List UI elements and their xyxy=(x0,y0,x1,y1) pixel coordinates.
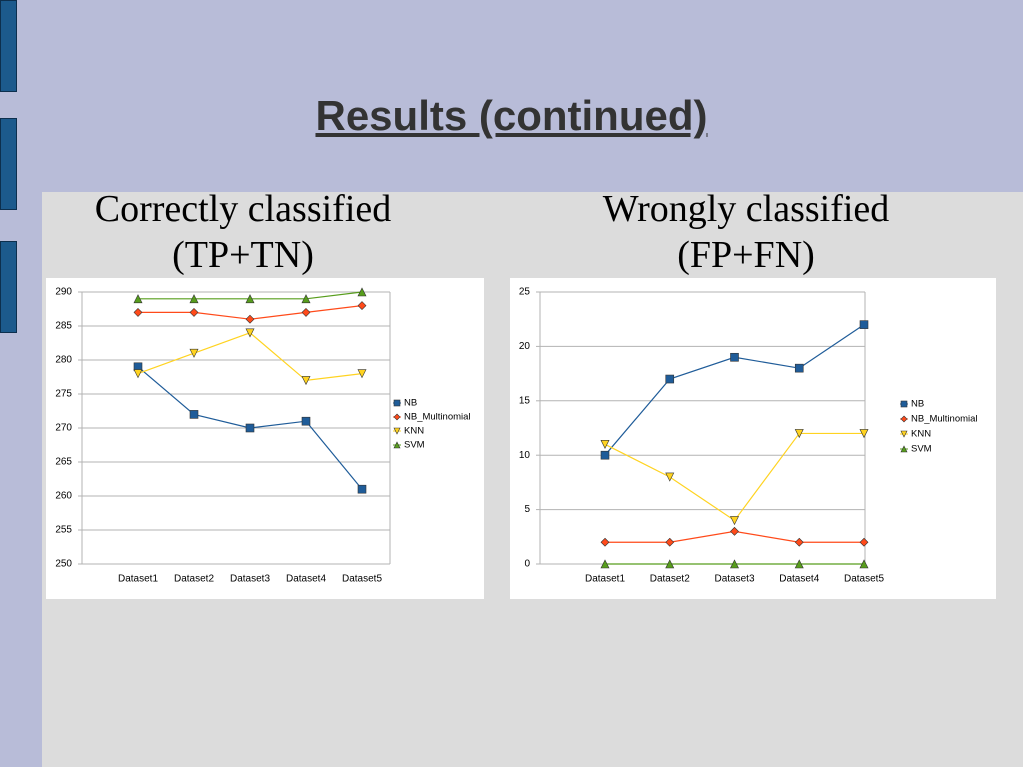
marker xyxy=(794,559,804,569)
marker xyxy=(600,559,610,569)
marker xyxy=(794,363,804,373)
marker xyxy=(859,537,869,547)
y-tick-label: 285 xyxy=(55,321,72,332)
marker xyxy=(900,400,908,408)
marker xyxy=(730,559,739,569)
legend-label: KNN xyxy=(911,429,931,440)
y-tick-label: 290 xyxy=(55,287,72,298)
marker xyxy=(245,328,255,338)
y-tick-label: 25 xyxy=(519,287,531,298)
marker xyxy=(301,416,311,426)
y-tick-label: 260 xyxy=(55,491,72,502)
marker xyxy=(189,307,199,317)
marker xyxy=(900,445,908,453)
y-tick-label: 275 xyxy=(55,389,72,400)
marker xyxy=(357,369,367,379)
marker xyxy=(665,472,675,482)
marker xyxy=(859,429,869,439)
y-tick-label: 15 xyxy=(519,395,531,406)
marker xyxy=(245,314,255,324)
x-tick-label: Dataset1 xyxy=(118,574,158,585)
marker xyxy=(600,440,610,449)
marker xyxy=(393,441,401,449)
legend-label: KNN xyxy=(404,426,424,437)
marker xyxy=(301,294,311,304)
marker xyxy=(357,301,367,311)
chart-panel xyxy=(46,278,484,599)
y-tick-label: 10 xyxy=(519,450,531,461)
marker xyxy=(730,526,739,536)
marker xyxy=(859,320,869,329)
side-tab xyxy=(0,0,17,92)
marker xyxy=(301,307,311,317)
marker xyxy=(301,376,311,386)
marker xyxy=(859,559,869,569)
x-tick-label: Dataset2 xyxy=(650,574,690,585)
legend-label: NB_Multinomial xyxy=(911,414,978,425)
marker xyxy=(357,484,367,494)
marker xyxy=(730,352,739,362)
marker xyxy=(245,294,255,304)
marker xyxy=(900,430,908,438)
legend-label: NB xyxy=(404,398,417,409)
y-tick-label: 280 xyxy=(55,355,72,366)
y-tick-label: 270 xyxy=(55,423,72,434)
y-tick-label: 250 xyxy=(55,559,72,570)
marker xyxy=(794,537,804,547)
marker xyxy=(133,294,143,304)
marker xyxy=(900,415,908,423)
marker xyxy=(245,423,255,433)
x-tick-label: Dataset1 xyxy=(585,574,625,585)
side-tab xyxy=(0,118,17,210)
legend-label: SVM xyxy=(911,444,932,455)
legend: NB NB_Multinomial KNN SVM xyxy=(393,398,471,451)
y-tick-label: 265 xyxy=(55,457,72,468)
x-tick-label: Dataset3 xyxy=(230,574,270,585)
chart-title: Correctly classified (TP+TN) xyxy=(94,188,392,276)
marker xyxy=(133,307,143,317)
y-tick-label: 5 xyxy=(524,504,530,515)
x-tick-label: Dataset4 xyxy=(286,574,326,585)
x-tick-label: Dataset5 xyxy=(844,574,884,585)
x-tick-label: Dataset4 xyxy=(779,574,819,585)
marker xyxy=(665,374,675,384)
y-tick-label: 0 xyxy=(524,559,530,570)
marker xyxy=(665,559,675,569)
marker xyxy=(189,294,199,304)
chart-title: Wrongly classified (FP+FN) xyxy=(602,188,890,276)
side-tab xyxy=(0,241,17,333)
marker xyxy=(393,427,401,435)
marker xyxy=(357,287,367,297)
marker xyxy=(393,413,401,421)
marker xyxy=(189,410,199,419)
legend-label: NB xyxy=(911,399,924,410)
marker xyxy=(189,348,199,358)
legend: NB NB_Multinomial KNN SVM xyxy=(900,399,978,455)
y-tick-label: 20 xyxy=(519,341,531,352)
legend-label: NB_Multinomial xyxy=(404,412,471,423)
marker xyxy=(600,450,610,460)
x-tick-label: Dataset3 xyxy=(714,574,754,585)
x-tick-label: Dataset5 xyxy=(342,574,382,585)
legend-label: SVM xyxy=(404,440,425,451)
marker xyxy=(730,516,739,526)
marker xyxy=(665,537,675,547)
marker xyxy=(794,429,804,439)
marker xyxy=(393,399,401,407)
chart-panel xyxy=(510,278,996,599)
x-tick-label: Dataset2 xyxy=(174,574,214,585)
marker xyxy=(133,369,143,379)
slide-title: Results (continued) xyxy=(315,92,708,139)
marker xyxy=(600,537,610,547)
y-tick-label: 255 xyxy=(55,525,72,536)
